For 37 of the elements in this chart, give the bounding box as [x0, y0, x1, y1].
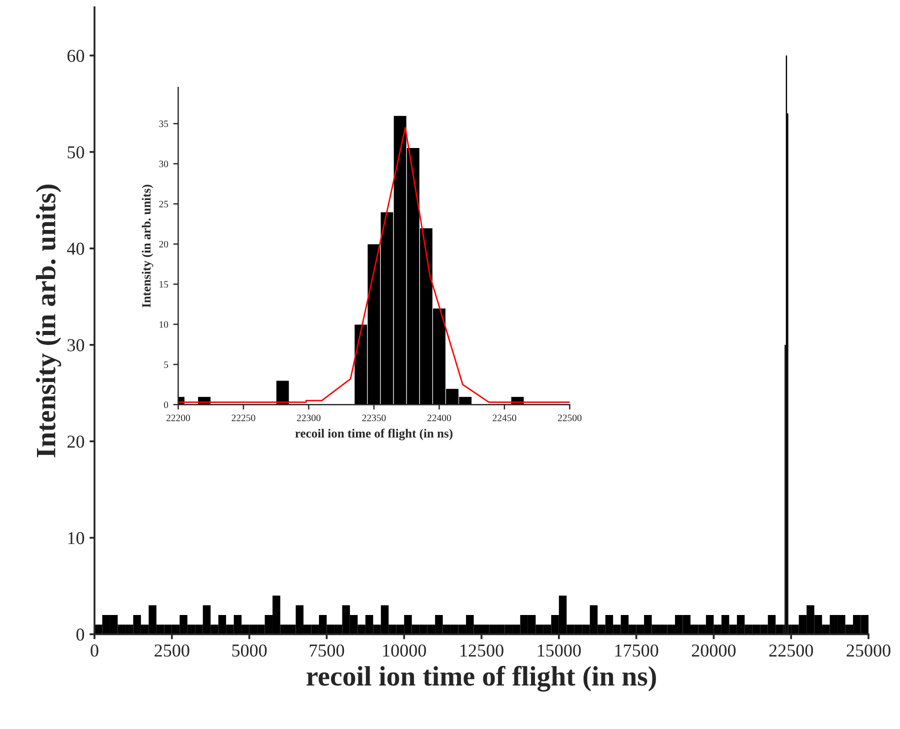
y-tick-label: 25 [159, 200, 168, 208]
x-tick-label: 7500 [310, 644, 344, 657]
y-tick-label: 50 [68, 146, 84, 158]
x-tick-label: 10000 [383, 644, 426, 657]
y-tick-label: 30 [159, 160, 168, 168]
x-tick-label: 0 [90, 644, 98, 657]
x-tick-label: 2500 [154, 644, 190, 657]
x-tick-label: 20000 [692, 644, 736, 657]
x-tick-label: 12500 [460, 644, 504, 657]
x-axis-title: recoil ion time of flight (in ns) [295, 428, 452, 440]
y-tick-label: 10 [68, 532, 84, 544]
y-tick-label: 5 [164, 361, 168, 368]
y-tick-label: 15 [160, 281, 168, 288]
x-tick-label: 15000 [538, 644, 581, 657]
x-tick-label: 22400 [427, 414, 451, 422]
y-tick-label: 40 [67, 242, 84, 255]
x-tick-label: 25000 [846, 644, 890, 657]
y-tick-label: 0 [76, 628, 84, 641]
y-tick-label: 10 [160, 321, 168, 328]
y-tick-label: 60 [68, 50, 84, 62]
x-tick-label: 22250 [232, 414, 256, 422]
y-axis-title: Intensity (in arb. units) [36, 184, 62, 458]
y-axis-title: Intensity (in arb. units) [142, 184, 154, 308]
y-tick-label: 20 [68, 436, 84, 448]
x-tick-label: 17500 [615, 644, 658, 657]
x-tick-label: 22500 [769, 644, 813, 657]
x-tick-label: 22200 [166, 414, 190, 422]
x-tick-label: 22350 [362, 414, 386, 422]
y-tick-label: 20 [159, 240, 168, 248]
x-axis-title: recoil ion time of flight (in ns) [306, 666, 656, 692]
y-tick-label: 0 [164, 402, 168, 408]
x-tick-label: 22450 [492, 414, 516, 422]
y-tick-label: 35 [159, 120, 168, 128]
y-tick-label: 30 [68, 339, 84, 352]
x-tick-label: 5000 [232, 644, 267, 657]
x-tick-label: 22500 [558, 414, 582, 422]
x-tick-label: 22300 [296, 414, 320, 422]
